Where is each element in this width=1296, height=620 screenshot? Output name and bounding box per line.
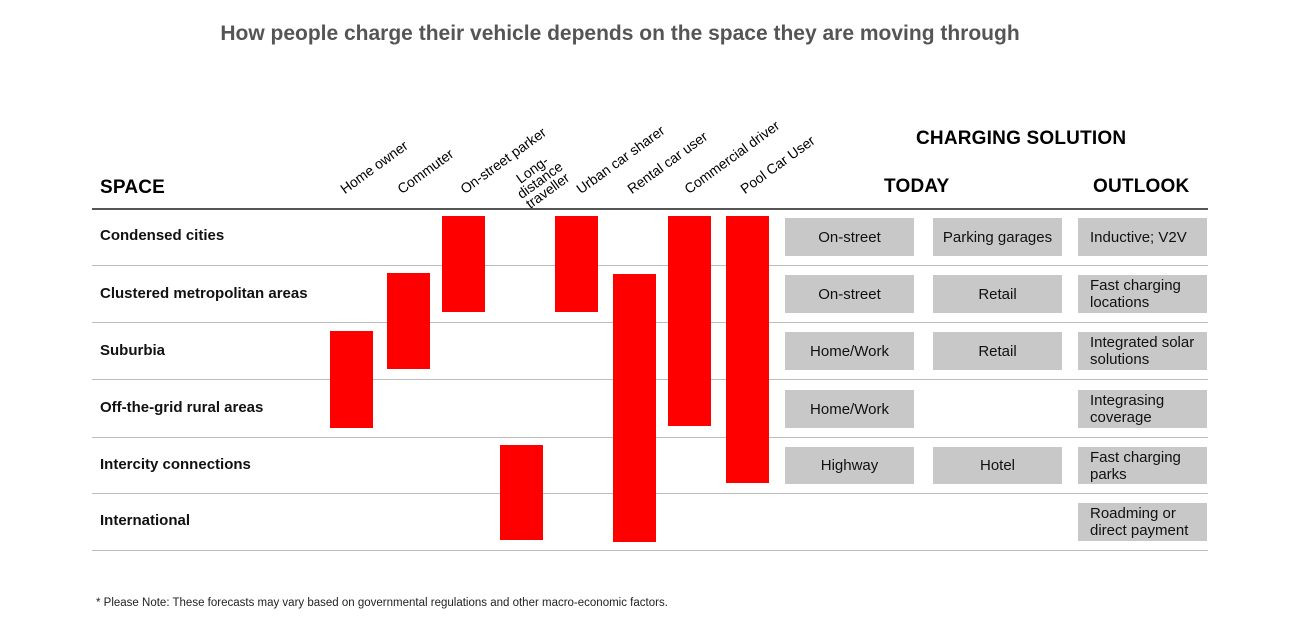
today-solution-box: Hotel [933,447,1062,484]
coverage-bar-pool-car-user [726,216,769,483]
coverage-bar-urban-car-sharer [555,216,598,312]
outlook-solution-box: Fast charging locations [1078,275,1207,313]
header-divider [92,208,1208,210]
outlook-header: OUTLOOK [1093,176,1190,197]
coverage-bar-rental-car-user [613,274,656,542]
today-solution-box: Retail [933,275,1062,313]
row-label-intercity-connections: Intercity connections [100,456,251,473]
today-solution-box: On-street [785,218,914,256]
row-label-suburbia: Suburbia [100,342,166,359]
page-title: How people charge their vehicle depends … [220,22,1020,45]
today-solution-box: Home/Work [785,332,914,370]
outlook-solution-box: Roadming or direct payment [1078,503,1207,541]
coverage-bar-commuter [387,273,430,369]
today-solution-box: Parking garages [933,218,1062,256]
coverage-bar-home-owner [330,331,373,428]
today-solution-box: Home/Work [785,390,914,428]
row-divider [92,550,1208,551]
charging-solution-header: CHARGING SOLUTION [916,128,1127,149]
outlook-solution-box: Integrasing coverage [1078,390,1207,428]
row-label-clustered-metropolitan-areas: Clustered metropolitan areas [100,285,308,302]
today-header: TODAY [884,176,950,197]
outlook-solution-box: Inductive; V2V [1078,218,1207,256]
column-label-urban-car-sharer: Urban car sharer [573,122,668,197]
today-solution-box: Retail [933,332,1062,370]
outlook-solution-box: Integrated solar solutions [1078,332,1207,370]
outlook-solution-box: Fast charging parks [1078,447,1207,484]
row-label-condensed-cities: Condensed cities [100,227,225,244]
today-solution-box: Highway [785,447,914,484]
row-label-off-the-grid-rural-areas: Off-the-grid rural areas [100,399,264,416]
coverage-bar-long-distance-traveller [500,445,543,540]
coverage-bar-commercial-driver [668,216,711,426]
row-divider [92,265,1208,266]
row-label-international: International [100,512,191,529]
footnote: * Please Note: These forecasts may vary … [96,597,668,609]
today-solution-box: On-street [785,275,914,313]
coverage-bar-on-street-parker [442,216,485,312]
space-header: SPACE [100,177,166,198]
